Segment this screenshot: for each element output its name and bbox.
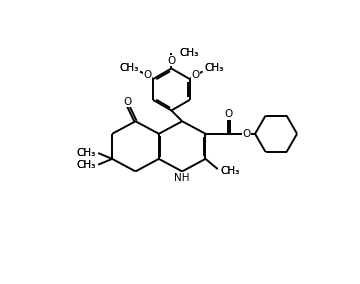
Text: CH₃: CH₃ bbox=[179, 48, 198, 58]
Text: O: O bbox=[143, 70, 151, 80]
Text: CH₃: CH₃ bbox=[77, 148, 96, 158]
Text: O: O bbox=[168, 56, 176, 66]
Text: O: O bbox=[225, 109, 233, 119]
Text: CH₃: CH₃ bbox=[119, 62, 138, 73]
Text: CH₃: CH₃ bbox=[77, 160, 96, 170]
Text: CH₃: CH₃ bbox=[204, 62, 224, 73]
Text: CH₃: CH₃ bbox=[221, 166, 240, 176]
Text: NH: NH bbox=[174, 173, 190, 183]
Text: CH₃: CH₃ bbox=[119, 62, 138, 73]
Text: O: O bbox=[143, 70, 151, 80]
Text: O: O bbox=[242, 129, 251, 139]
Text: CH₃: CH₃ bbox=[77, 148, 96, 158]
Text: O: O bbox=[242, 129, 251, 139]
Text: CH₃: CH₃ bbox=[204, 62, 224, 73]
Text: NH: NH bbox=[174, 173, 190, 183]
Text: O: O bbox=[123, 97, 132, 107]
Text: CH₃: CH₃ bbox=[179, 48, 198, 58]
Text: O: O bbox=[225, 109, 233, 119]
Text: O: O bbox=[123, 97, 132, 107]
Text: CH₃: CH₃ bbox=[77, 160, 96, 170]
Text: O: O bbox=[168, 56, 176, 66]
Text: O: O bbox=[192, 70, 200, 80]
Text: O: O bbox=[192, 70, 200, 80]
Text: CH₃: CH₃ bbox=[221, 166, 240, 176]
